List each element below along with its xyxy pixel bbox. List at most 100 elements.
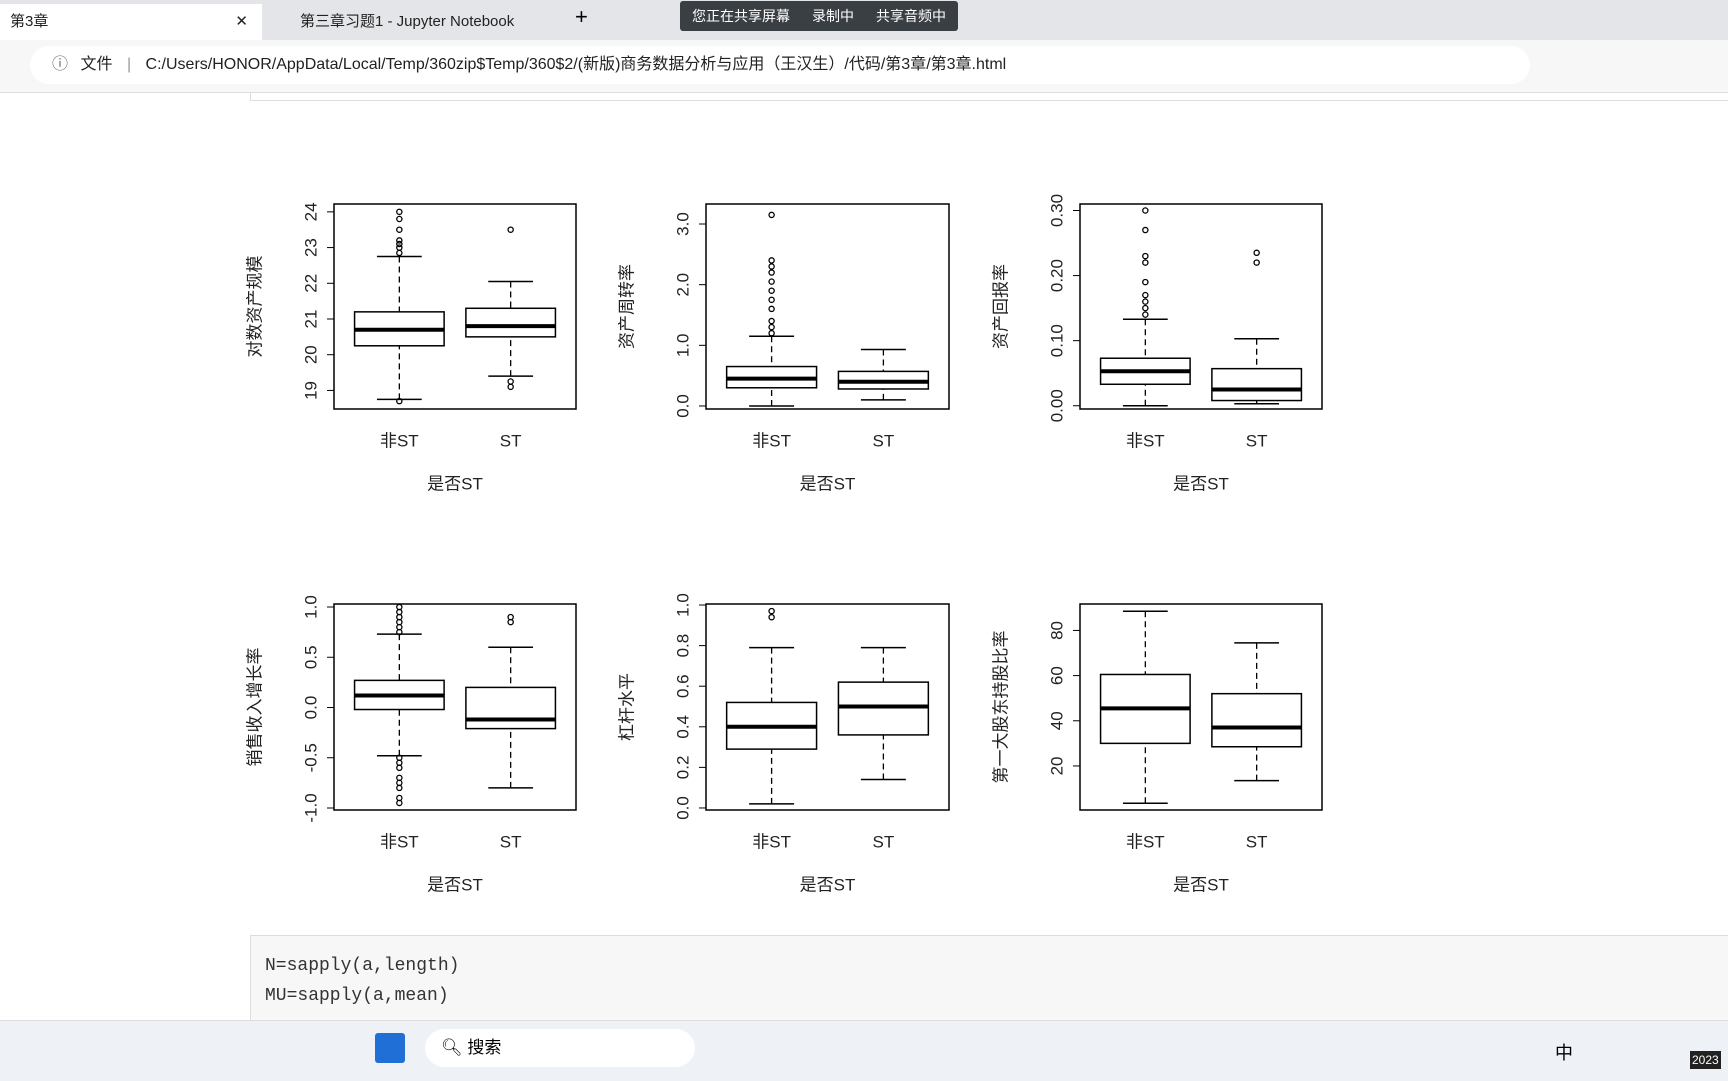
outlier bbox=[1142, 311, 1149, 318]
x-tick-label: ST bbox=[873, 832, 895, 851]
outlier bbox=[396, 226, 403, 233]
plot-frame bbox=[1079, 203, 1323, 410]
box bbox=[1211, 367, 1303, 402]
outlier bbox=[768, 278, 775, 285]
tab[interactable]: 第3章 ✕ bbox=[0, 4, 262, 40]
y-tick-label: -1.0 bbox=[301, 793, 320, 822]
url-box[interactable]: ⓘ 文件 | C:/Users/HONOR/AppData/Local/Temp… bbox=[30, 46, 1530, 84]
y-tick-label: 0.00 bbox=[1047, 389, 1066, 422]
tab-title: 第三章习题1 - Jupyter Notebook bbox=[300, 13, 515, 30]
outlier bbox=[396, 784, 403, 792]
y-tick-label: 1.0 bbox=[673, 593, 692, 617]
outlier bbox=[768, 287, 775, 294]
share-bar: 您正在共享屏幕 录制中 共享音频中 bbox=[680, 1, 958, 31]
outlier bbox=[768, 305, 775, 313]
y-tick-label: -0.5 bbox=[301, 743, 320, 772]
outlier bbox=[396, 244, 403, 251]
cell-edge bbox=[250, 92, 1728, 101]
x-tick-label: 非ST bbox=[752, 431, 791, 450]
y-tick-label: 21 bbox=[301, 310, 320, 329]
start-button[interactable] bbox=[375, 1033, 405, 1063]
outlier bbox=[768, 613, 775, 621]
x-axis-label: 是否ST bbox=[800, 474, 856, 493]
x-axis-label: 是否ST bbox=[1173, 875, 1229, 894]
plot-frame bbox=[705, 203, 950, 410]
outlier bbox=[1142, 298, 1149, 305]
y-tick-label: 20 bbox=[301, 345, 320, 364]
outlier bbox=[768, 263, 775, 270]
plot-frame bbox=[705, 603, 950, 811]
tab-bar: 第3章 ✕ 第三章习题1 - Jupyter Notebook + 您正在共享屏幕… bbox=[0, 0, 1728, 40]
x-tick-label: ST bbox=[1246, 431, 1268, 450]
plot-frame bbox=[333, 203, 577, 410]
x-axis-label: 是否ST bbox=[427, 474, 483, 493]
y-tick-label: 0.0 bbox=[673, 394, 692, 418]
outlier bbox=[1142, 207, 1149, 214]
code-line: MU=sapply(a,mean) bbox=[265, 986, 449, 1006]
outlier bbox=[396, 397, 403, 405]
y-tick-label: 60 bbox=[1047, 666, 1066, 685]
box bbox=[1211, 692, 1303, 748]
x-tick-label: ST bbox=[1246, 832, 1268, 851]
outlier bbox=[1142, 278, 1149, 286]
x-tick-label: 非ST bbox=[1126, 431, 1165, 450]
y-tick-label: 1.0 bbox=[673, 333, 692, 357]
clock[interactable]: 2023 bbox=[1690, 1051, 1721, 1069]
tab-title: 第3章 bbox=[10, 13, 49, 30]
y-axis-label: 第一大股东持股比率 bbox=[991, 631, 1010, 784]
address-bar: ⓘ 文件 | C:/Users/HONOR/AppData/Local/Temp… bbox=[0, 40, 1728, 93]
outlier bbox=[507, 383, 514, 391]
outlier bbox=[1142, 304, 1149, 312]
box bbox=[465, 686, 557, 730]
audio-status[interactable]: 共享音频中 bbox=[876, 8, 946, 24]
outlier bbox=[396, 249, 403, 257]
url-label: 文件 bbox=[80, 56, 113, 73]
y-tick-label: 0.0 bbox=[301, 696, 320, 720]
outlier bbox=[768, 323, 775, 331]
plot-frame bbox=[333, 603, 577, 811]
y-tick-label: 19 bbox=[301, 381, 320, 400]
y-tick-label: 0.8 bbox=[673, 634, 692, 658]
outlier bbox=[396, 764, 403, 772]
tab[interactable]: 第三章习题1 - Jupyter Notebook bbox=[290, 4, 560, 40]
y-tick-label: 24 bbox=[301, 202, 320, 221]
code-line: N=sapply(a,length) bbox=[265, 956, 460, 976]
record-status[interactable]: 录制中 bbox=[812, 8, 854, 24]
search-label: 搜索 bbox=[467, 1038, 502, 1057]
y-tick-label: 0.6 bbox=[673, 674, 692, 698]
outlier bbox=[507, 613, 514, 621]
outlier bbox=[1142, 252, 1149, 260]
y-tick-label: 23 bbox=[301, 238, 320, 257]
code-cell[interactable]: N=sapply(a,length) MU=sapply(a,mean) bbox=[250, 935, 1728, 1027]
y-tick-label: 0.2 bbox=[673, 756, 692, 780]
plot-frame bbox=[1079, 603, 1323, 811]
ime-indicator[interactable]: 中 bbox=[1555, 1043, 1573, 1063]
outlier bbox=[768, 257, 775, 264]
x-axis-label: 是否ST bbox=[800, 875, 856, 894]
url: C:/Users/HONOR/AppData/Local/Temp/360zip… bbox=[145, 56, 1007, 73]
x-tick-label: ST bbox=[500, 832, 522, 851]
outlier bbox=[768, 296, 775, 304]
taskbar: 🔍︎ 搜索 中 2023 bbox=[0, 1020, 1728, 1081]
y-tick-label: 1.0 bbox=[301, 595, 320, 619]
x-tick-label: ST bbox=[873, 431, 895, 450]
outlier bbox=[396, 237, 403, 244]
x-tick-label: 非ST bbox=[380, 832, 419, 851]
outlier bbox=[396, 603, 403, 611]
y-tick-label: 0.20 bbox=[1047, 259, 1066, 292]
outlier bbox=[396, 215, 403, 223]
y-tick-label: 0.5 bbox=[301, 645, 320, 669]
y-tick-label: 2.0 bbox=[673, 273, 692, 297]
new-tab[interactable]: + bbox=[575, 4, 588, 29]
y-tick-label: 22 bbox=[301, 274, 320, 293]
outlier bbox=[768, 269, 775, 276]
y-tick-label: 40 bbox=[1047, 711, 1066, 730]
y-tick-label: 3.0 bbox=[673, 212, 692, 236]
y-axis-label: 销售收入增长率 bbox=[245, 648, 264, 767]
x-tick-label: 非ST bbox=[752, 832, 791, 851]
outlier bbox=[1253, 259, 1260, 266]
search-box[interactable]: 🔍︎ 搜索 bbox=[425, 1029, 695, 1067]
y-axis-label: 资产回报率 bbox=[991, 264, 1010, 349]
y-tick-label: 0.4 bbox=[673, 715, 692, 739]
